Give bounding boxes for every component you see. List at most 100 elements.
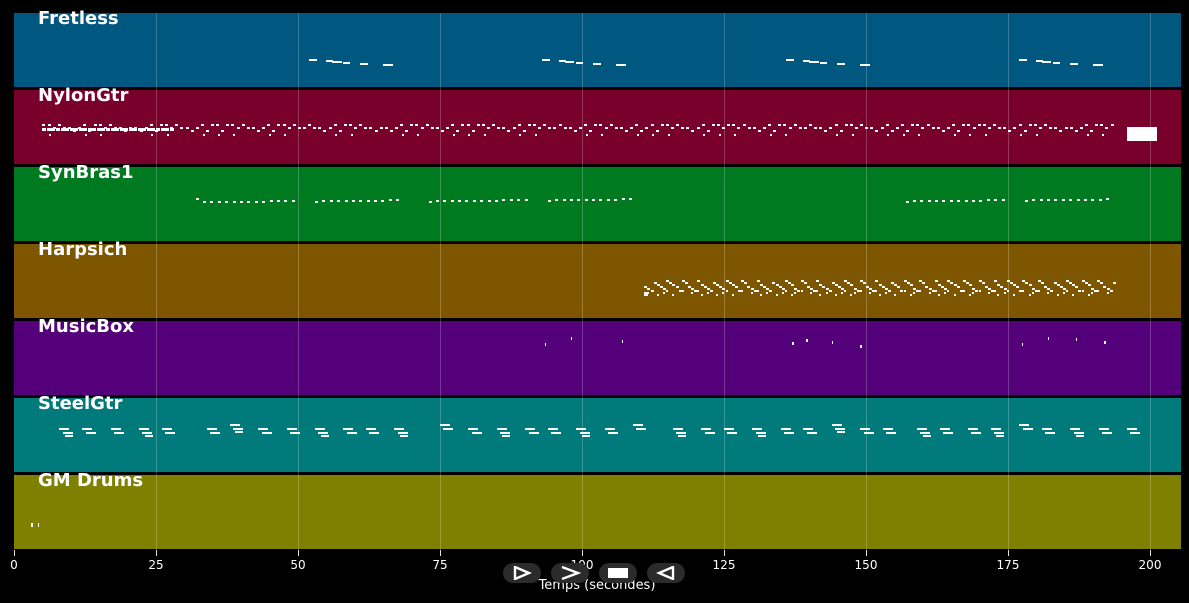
note — [926, 124, 930, 126]
note — [887, 290, 891, 292]
note — [268, 134, 271, 136]
note — [59, 428, 70, 430]
note — [681, 290, 684, 292]
note — [630, 127, 634, 129]
note — [528, 432, 539, 434]
note — [659, 286, 663, 288]
note — [968, 428, 979, 430]
play-button[interactable] — [503, 563, 541, 583]
note — [979, 200, 983, 202]
note — [96, 128, 101, 131]
note — [577, 199, 581, 201]
note — [809, 61, 819, 63]
note — [703, 134, 706, 136]
note — [706, 288, 710, 290]
note — [1098, 199, 1102, 201]
note — [800, 280, 804, 282]
note — [922, 282, 926, 284]
note — [625, 130, 629, 132]
note — [389, 130, 393, 132]
track-lane: MusicBox — [14, 316, 1181, 395]
note — [769, 290, 773, 292]
note — [957, 200, 961, 202]
note — [420, 127, 424, 129]
note — [837, 431, 846, 433]
note — [1085, 124, 1089, 126]
note — [262, 201, 266, 203]
note — [667, 134, 670, 136]
note — [806, 286, 810, 288]
note — [967, 124, 971, 126]
note — [744, 282, 748, 284]
note — [700, 294, 703, 296]
note — [645, 127, 649, 129]
note — [544, 343, 547, 346]
note — [978, 290, 981, 292]
note — [982, 124, 986, 126]
note — [894, 284, 898, 286]
note — [756, 290, 759, 292]
note — [233, 428, 244, 430]
note — [656, 294, 659, 296]
note — [853, 288, 857, 290]
note — [844, 290, 847, 292]
note — [997, 284, 1001, 286]
note — [1069, 199, 1073, 201]
note — [254, 201, 258, 203]
note — [401, 134, 404, 136]
track-lane: GM Drums — [14, 470, 1181, 549]
note — [816, 290, 819, 292]
note — [919, 290, 922, 292]
note — [1090, 292, 1093, 294]
note — [972, 292, 975, 294]
stop-button[interactable] — [599, 563, 637, 583]
note — [1079, 127, 1083, 129]
note — [890, 130, 894, 132]
forward-button[interactable] — [551, 563, 589, 583]
note — [1028, 124, 1032, 126]
note — [911, 124, 915, 126]
note — [621, 340, 624, 343]
note — [835, 428, 846, 430]
note — [987, 127, 991, 129]
note — [359, 124, 363, 126]
note — [791, 284, 795, 286]
note — [142, 432, 153, 434]
note — [217, 201, 221, 203]
note — [1130, 432, 1141, 434]
note — [282, 124, 286, 126]
note — [415, 124, 419, 126]
note — [57, 124, 61, 126]
note — [731, 294, 734, 296]
note — [706, 292, 709, 294]
note — [471, 130, 475, 132]
note — [920, 432, 931, 434]
note — [686, 127, 690, 129]
note — [895, 127, 899, 129]
note — [928, 292, 931, 294]
note — [267, 124, 271, 126]
note — [884, 292, 887, 294]
note — [351, 200, 355, 202]
note — [869, 288, 873, 290]
note — [366, 200, 370, 202]
note — [947, 127, 951, 129]
note — [636, 428, 647, 430]
note — [916, 428, 927, 430]
note — [919, 280, 923, 282]
note — [716, 284, 720, 286]
note — [859, 280, 863, 282]
note — [784, 290, 787, 292]
axis-tick-label: 25 — [148, 558, 164, 572]
note — [841, 288, 845, 290]
note — [872, 290, 876, 292]
note — [1006, 290, 1009, 292]
rewind-button[interactable] — [647, 563, 685, 583]
note — [870, 127, 874, 129]
note — [400, 435, 409, 437]
note — [780, 428, 791, 430]
note — [972, 200, 976, 202]
note — [200, 124, 204, 126]
note — [1050, 290, 1054, 292]
note — [483, 134, 486, 136]
